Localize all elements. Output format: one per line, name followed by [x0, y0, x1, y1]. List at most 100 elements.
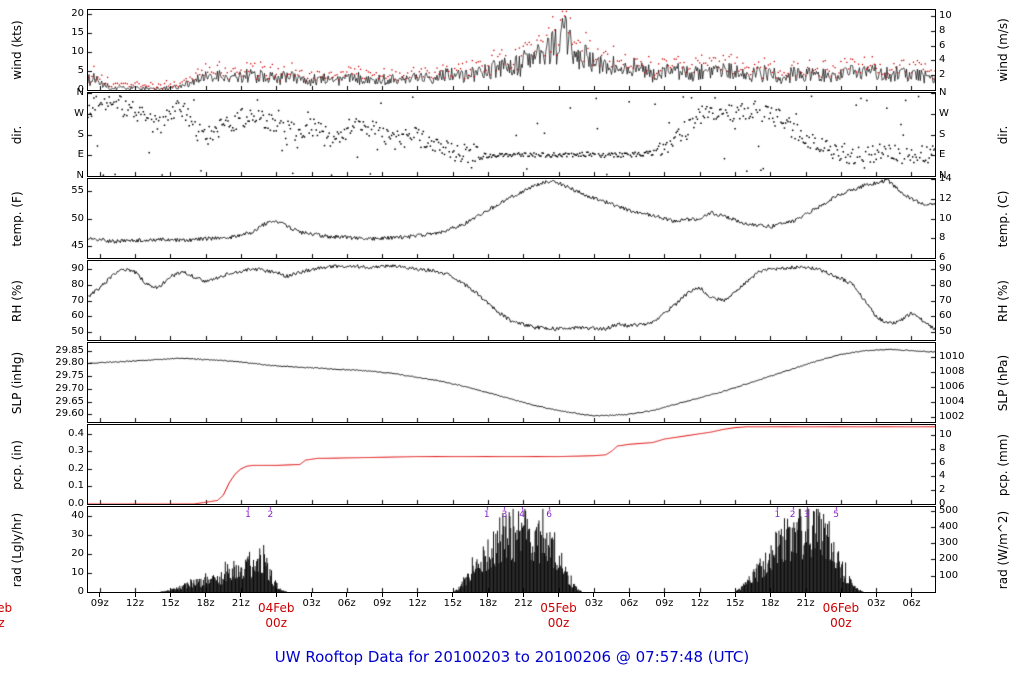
x-tick-label: 21z [796, 598, 815, 609]
y-tick-label-left-rh: 60 [71, 310, 84, 322]
y-tick-label-right-dir: S [939, 128, 946, 140]
x-axis-tick [487, 593, 489, 597]
x-tick-label: 21z [231, 598, 250, 609]
rad-tip-count-label: 4 [519, 510, 525, 520]
y-tick-label-right-temp: 10 [939, 212, 952, 224]
panel-canvas-pcp [87, 424, 936, 505]
date-label-line2: 00z [830, 616, 852, 630]
rad-tip-count-label: 1 [774, 510, 781, 520]
date-label-line2: 00z [265, 616, 287, 630]
date-label-line1: 03Feb [0, 601, 13, 615]
y-tick-label-left-wind: 0 [77, 84, 84, 95]
axis-label-right-temp: temp. (C) [996, 190, 1010, 247]
x-tick-label: 03z [584, 598, 603, 609]
y-tick-label-right-wind: 8 [939, 24, 946, 36]
axis-label-right-pcp: pcp. (mm) [996, 433, 1010, 496]
y-tick-label-right-temp: 8 [939, 232, 946, 244]
x-axis-tick [558, 593, 560, 597]
x-axis-tick [910, 593, 912, 597]
date-label-line1: 06Feb [822, 601, 860, 615]
x-tick-label: 12z [690, 598, 709, 609]
x-axis-tick [240, 593, 242, 597]
axis-label-left-rad: rad (Lgly/hr) [10, 512, 24, 587]
x-axis-tick [346, 593, 348, 597]
x-tick-label: 03z [302, 598, 321, 609]
x-tick-label: 21z [514, 598, 533, 609]
axis-label-left-temp: temp. (F) [10, 190, 24, 247]
y-tick-label-left-pcp: 0.2 [68, 462, 84, 474]
axis-label-right-wind: wind (m/s) [996, 18, 1010, 82]
date-label: 06Feb 00z [817, 601, 865, 631]
y-tick-label-left-pcp: 0.0 [68, 498, 84, 509]
axis-label-right-rh: RH (%) [996, 279, 1010, 322]
y-tick-label-right-dir: N [939, 170, 947, 181]
y-tick-label-right-wind: 2 [939, 69, 946, 81]
y-tick-label-left-rh: 90 [71, 262, 84, 274]
y-tick-label-right-slp: 1008 [939, 365, 965, 377]
y-tick-label-right-rh: 50 [939, 326, 952, 338]
y-tick-label-left-wind: 20 [71, 7, 84, 19]
panel-canvas-temp [87, 178, 936, 259]
y-tick-label-left-rad: 30 [71, 529, 84, 541]
x-axis-tick [416, 593, 418, 597]
x-axis-tick [205, 593, 207, 597]
y-tick-label-right-pcp: 6 [939, 456, 946, 468]
x-axis-tick [381, 593, 383, 597]
x-axis-tick [805, 593, 807, 597]
y-tick-label-left-pcp: 0.4 [68, 427, 84, 439]
y-tick-label-right-rad: 200 [939, 553, 959, 565]
x-tick-label: 15z [161, 598, 180, 609]
x-axis-tick [275, 593, 277, 597]
x-axis-tick [840, 593, 842, 597]
y-tick-label-right-pcp: 4 [939, 470, 946, 482]
y-tick-label-right-dir: N [939, 87, 947, 98]
y-tick-label-right-wind: 10 [939, 9, 952, 21]
y-tick-label-right-rh: 80 [939, 278, 952, 290]
y-tick-label-left-slp: 29.80 [55, 357, 84, 369]
y-tick-label-left-wind: 5 [77, 64, 84, 76]
y-tick-label-left-rad: 40 [71, 510, 84, 522]
x-tick-label: 06z [620, 598, 639, 609]
x-tick-label: 03z [867, 598, 886, 609]
date-label-line1: 05Feb [540, 601, 577, 615]
y-tick-label-right-rh: 60 [939, 310, 952, 322]
x-tick-label: 15z [726, 598, 744, 609]
y-tick-label-right-slp: 1002 [939, 411, 965, 423]
y-tick-label-right-wind: 4 [939, 54, 946, 66]
x-axis-tick [875, 593, 877, 597]
y-tick-label-right-pcp: 8 [939, 442, 946, 454]
y-tick-label-left-slp: 29.75 [55, 370, 84, 382]
y-tick-label-right-pcp: 10 [939, 428, 952, 440]
x-axis-tick [134, 593, 136, 597]
date-label: 03Feb00z [0, 601, 18, 631]
date-label-line1: 04Feb [257, 601, 295, 615]
x-tick-label: 18z [196, 598, 215, 609]
y-tick-label-right-slp: 1010 [939, 350, 965, 362]
y-tick-label-left-temp: 55 [71, 185, 84, 197]
y-tick-label-left-slp: 29.70 [55, 382, 84, 394]
axis-label-right-rad: rad (W/m^2) [996, 510, 1010, 589]
x-tick-label: 09z [655, 598, 674, 609]
y-tick-label-right-pcp: 0 [939, 498, 946, 509]
panel-canvas-slp [87, 342, 936, 423]
y-tick-label-left-temp: 45 [71, 239, 84, 251]
panel-canvas-wind [87, 9, 936, 91]
date-label-line2: 00z [0, 616, 5, 630]
axis-label-left-wind: wind (kts) [10, 20, 24, 80]
x-tick-label: 12z [126, 598, 145, 609]
axis-label-left-slp: SLP (inHg) [10, 351, 24, 414]
y-tick-label-left-rh: 80 [71, 278, 84, 290]
y-tick-label-right-rad: 400 [939, 520, 959, 532]
x-tick-label: 09z [373, 598, 392, 609]
y-tick-label-left-dir: N [76, 87, 84, 98]
x-tick-label: 15z [443, 598, 462, 609]
y-tick-label-right-wind: 6 [939, 39, 946, 51]
y-tick-label-right-temp: 14 [939, 173, 952, 184]
rad-tip-count-label: 1 [483, 510, 490, 520]
y-tick-label-right-slp: 1006 [939, 381, 965, 392]
y-tick-label-left-dir: W [74, 107, 84, 119]
y-tick-label-left-rad: 0 [77, 586, 84, 597]
rad-tip-count-label: 3 [803, 510, 810, 520]
y-tick-label-right-rh: 70 [939, 294, 952, 306]
